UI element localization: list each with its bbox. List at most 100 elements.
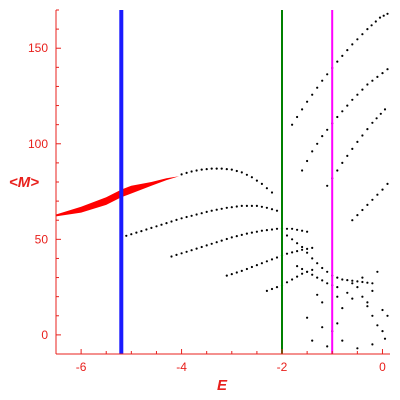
data-point <box>346 279 349 282</box>
data-point <box>215 208 218 211</box>
data-point <box>240 204 243 207</box>
data-point <box>306 230 309 233</box>
series-4 <box>225 246 314 277</box>
data-point <box>240 269 243 272</box>
data-point <box>225 206 228 209</box>
data-point <box>155 225 158 228</box>
data-point <box>200 245 203 249</box>
data-point <box>321 135 324 138</box>
data-point <box>379 112 382 115</box>
series-6 <box>291 12 389 126</box>
data-point <box>376 75 379 78</box>
data-point <box>180 252 183 255</box>
data-point <box>210 209 213 212</box>
data-point <box>210 242 213 245</box>
data-point <box>316 262 319 265</box>
data-point <box>270 228 274 231</box>
data-point <box>260 229 263 232</box>
data-point <box>245 267 248 271</box>
data-point <box>376 270 379 273</box>
data-point <box>285 234 289 237</box>
data-point <box>375 117 378 120</box>
data-point <box>265 289 268 292</box>
data-point <box>215 167 218 170</box>
data-point <box>371 282 374 285</box>
data-point <box>195 247 198 250</box>
data-point <box>366 128 369 131</box>
data-point <box>336 115 339 119</box>
data-point <box>301 272 304 275</box>
data-point <box>185 250 188 253</box>
series-1 <box>180 167 274 194</box>
series-9 <box>351 182 389 222</box>
data-point <box>351 282 354 285</box>
data-point <box>326 345 329 348</box>
data-point <box>336 322 339 325</box>
data-point <box>306 159 309 163</box>
data-point <box>255 230 258 233</box>
data-point <box>296 250 299 253</box>
data-point <box>270 258 274 261</box>
data-point <box>376 193 379 196</box>
data-point <box>336 60 339 63</box>
data-point <box>316 276 319 279</box>
data-point <box>366 305 369 308</box>
data-point <box>341 339 344 342</box>
data-point <box>296 275 299 278</box>
data-point <box>386 182 389 185</box>
data-point <box>371 79 374 82</box>
data-point <box>145 228 148 231</box>
data-point <box>361 276 364 279</box>
data-point <box>255 264 258 267</box>
data-point <box>296 115 299 119</box>
data-point <box>341 307 344 310</box>
data-point <box>356 214 359 217</box>
data-point <box>351 279 354 282</box>
data-point <box>185 171 188 174</box>
x-tick-label: 0 <box>379 360 386 374</box>
y-tick-label: 100 <box>28 137 48 151</box>
data-point <box>200 212 203 215</box>
data-point <box>291 238 294 241</box>
red-density-band <box>56 176 180 217</box>
data-point <box>270 191 274 194</box>
data-point <box>306 316 309 319</box>
data-point <box>265 206 268 209</box>
data-point <box>366 203 369 206</box>
data-point <box>371 343 374 346</box>
data-point <box>235 235 238 238</box>
data-point <box>291 251 294 254</box>
data-point <box>371 289 374 292</box>
data-point <box>220 167 223 170</box>
data-point <box>321 301 324 304</box>
data-point <box>336 276 339 279</box>
data-point <box>381 72 384 75</box>
data-point <box>306 100 309 103</box>
x-axis-label: E <box>217 377 228 394</box>
data-point <box>180 217 183 220</box>
data-point <box>351 43 354 46</box>
data-point <box>175 218 178 221</box>
data-point <box>326 270 329 273</box>
data-point <box>361 295 364 298</box>
data-point <box>140 230 143 233</box>
data-point <box>361 280 364 284</box>
y-tick-label: 0 <box>41 328 48 342</box>
data-point <box>326 73 329 76</box>
data-point <box>326 128 329 131</box>
data-point <box>370 24 373 27</box>
data-point <box>250 176 253 179</box>
data-point <box>301 229 304 232</box>
data-point <box>205 244 208 247</box>
data-point <box>311 268 314 271</box>
data-point <box>326 282 329 285</box>
data-point <box>250 265 253 269</box>
data-point <box>200 168 203 171</box>
data-point <box>291 278 294 281</box>
data-point <box>265 260 268 263</box>
data-point <box>336 169 339 172</box>
data-point <box>351 147 354 150</box>
data-point <box>255 204 258 207</box>
x-tick-label: -4 <box>176 360 187 374</box>
data-point <box>386 68 389 71</box>
